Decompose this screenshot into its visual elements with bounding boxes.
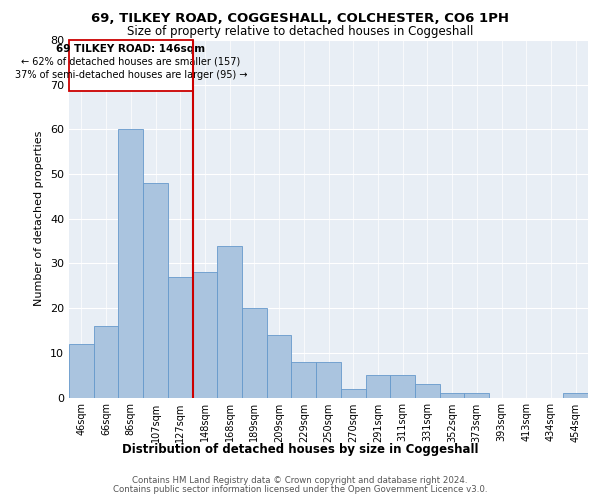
Bar [94,326,118,398]
Bar [292,362,316,398]
Bar [440,393,464,398]
Text: 37% of semi-detached houses are larger (95) →: 37% of semi-detached houses are larger (… [14,70,247,81]
FancyBboxPatch shape [69,40,193,92]
Bar [143,183,168,398]
Bar [341,388,365,398]
Bar [415,384,440,398]
Bar [316,362,341,398]
Text: ← 62% of detached houses are smaller (157): ← 62% of detached houses are smaller (15… [21,57,241,67]
Text: Contains public sector information licensed under the Open Government Licence v3: Contains public sector information licen… [113,484,487,494]
Bar [563,393,588,398]
Bar [365,375,390,398]
Bar [69,344,94,398]
Bar [217,246,242,398]
Bar [464,393,489,398]
Bar [118,130,143,398]
Text: Distribution of detached houses by size in Coggeshall: Distribution of detached houses by size … [122,442,478,456]
Bar [193,272,217,398]
Bar [267,335,292,398]
Y-axis label: Number of detached properties: Number of detached properties [34,131,44,306]
Bar [242,308,267,398]
Bar [168,277,193,398]
Text: Contains HM Land Registry data © Crown copyright and database right 2024.: Contains HM Land Registry data © Crown c… [132,476,468,485]
Text: 69, TILKEY ROAD, COGGESHALL, COLCHESTER, CO6 1PH: 69, TILKEY ROAD, COGGESHALL, COLCHESTER,… [91,12,509,26]
Bar [390,375,415,398]
Text: 69 TILKEY ROAD: 146sqm: 69 TILKEY ROAD: 146sqm [56,44,205,54]
Text: Size of property relative to detached houses in Coggeshall: Size of property relative to detached ho… [127,25,473,38]
